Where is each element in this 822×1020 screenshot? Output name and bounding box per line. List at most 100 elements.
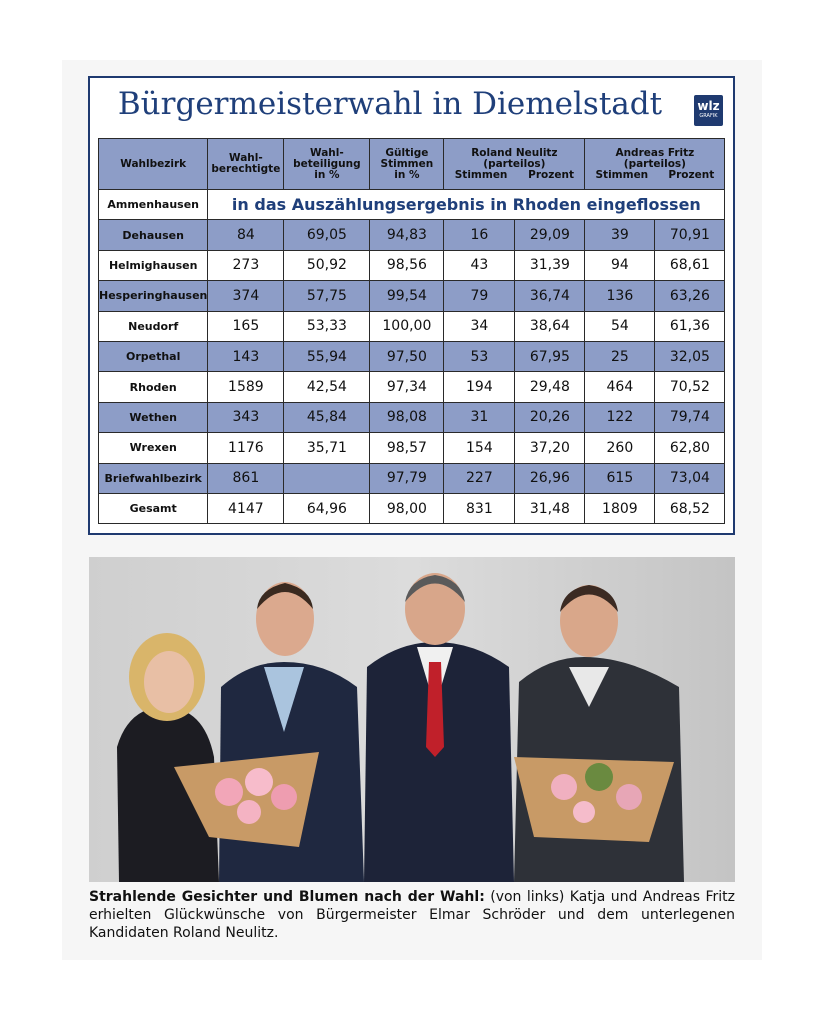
candidate-party: (parteilos) (623, 157, 686, 170)
data-row: Dehausen 84 69,05 94,83 16 29,09 39 70,91 (97, 219, 726, 251)
cell: 70,52 (654, 371, 726, 403)
column-header: Wahl- beteiligung in % (283, 138, 371, 190)
cell: 69,05 (283, 219, 371, 251)
cell: 97,50 (369, 340, 445, 373)
cell: 31,48 (514, 492, 586, 525)
sub-header: Prozent (528, 168, 574, 181)
cell: 79 (443, 280, 516, 312)
district: Hesperinghausen (97, 280, 209, 312)
cell: 227 (443, 462, 516, 494)
data-row: Briefwahlbezirk 861 97,79 227 26,96 615 73,04 (97, 462, 726, 494)
cell: 39 (584, 219, 656, 251)
cell (283, 462, 371, 494)
district: Neudorf (97, 310, 209, 342)
data-row: Rhoden 1589 42,54 97,34 194 29,48 464 70,52 (97, 371, 726, 403)
caption: Strahlende Gesichter und Blumen nach der… (89, 888, 735, 942)
district: Wrexen (97, 432, 209, 464)
column-header: Wahl- berechtigte (207, 138, 285, 190)
district: Orpethal (97, 340, 209, 373)
cell: 194 (443, 371, 516, 403)
cell: 94,83 (369, 219, 445, 251)
district: Dehausen (97, 219, 209, 251)
cell: 464 (584, 371, 656, 403)
cell: 16 (443, 219, 516, 251)
cell: 1809 (584, 492, 656, 525)
cell: 31,39 (514, 249, 586, 282)
cell: 273 (207, 249, 285, 282)
cell: 54 (584, 310, 656, 342)
logo: wlz GRAFIK (694, 95, 723, 126)
cell: 143 (207, 340, 285, 373)
district: Wethen (97, 401, 209, 434)
cell: 861 (207, 462, 285, 494)
graphic-frame: Bürgermeisterwahl in Diemelstadt wlz GRAF… (88, 76, 735, 535)
cell: 98,08 (369, 401, 445, 434)
cell: 70,91 (654, 219, 726, 251)
sub-header: Stimmen (595, 168, 649, 181)
cell: 61,36 (654, 310, 726, 342)
cell: 79,74 (654, 401, 726, 434)
cell: 45,84 (283, 401, 371, 434)
data-row: Gesamt 4147 64,96 98,00 831 31,48 1809 68,52 (97, 492, 726, 525)
cell: 260 (584, 432, 656, 464)
header-row: Wahlbezirk Wahl- berechtigte Wahl- beteili… (97, 138, 726, 190)
cell: 37,20 (514, 432, 586, 464)
note-row: Ammenhausen in das Auszählungsergebnis in… (97, 188, 726, 221)
cell: 42,54 (283, 371, 371, 403)
cell: 57,75 (283, 280, 371, 312)
candidate-header: Andreas Fritz (parteilos) Stimmen Prozent (584, 138, 726, 190)
cell: 615 (584, 462, 656, 494)
cell: 67,95 (514, 340, 586, 373)
data-row: Orpethal 143 55,94 97,50 53 67,95 25 32,05 (97, 340, 726, 373)
results-table: Wahlbezirk Wahl- berechtigte Wahl- beteili… (97, 138, 726, 525)
cell: 1589 (207, 371, 285, 403)
cell: 31 (443, 401, 516, 434)
cell: 25 (584, 340, 656, 373)
district: Ammenhausen (97, 188, 209, 221)
caption-lead: Strahlende Gesichter und Blumen nach der… (89, 889, 485, 905)
candidate-header: Roland Neulitz (parteilos) Stimmen Prozent (443, 138, 586, 190)
cell: 84 (207, 219, 285, 251)
title: Bürgermeisterwahl in Diemelstadt (117, 86, 663, 122)
cell: 63,26 (654, 280, 726, 312)
cell: 73,04 (654, 462, 726, 494)
photo (89, 557, 735, 882)
district: Gesamt (97, 492, 209, 525)
cell: 1176 (207, 432, 285, 464)
cell: 20,26 (514, 401, 586, 434)
cell: 35,71 (283, 432, 371, 464)
candidate-name: Andreas Fritz (615, 146, 695, 159)
district: Briefwahlbezirk (97, 462, 209, 494)
candidate-sub: Stimmen Prozent (444, 168, 584, 181)
caption-text: (von links) Katja und Andreas Fritz erhi… (89, 889, 735, 941)
cell: 68,52 (654, 492, 726, 525)
cell: 154 (443, 432, 516, 464)
candidate-sub: Stimmen Prozent (585, 168, 724, 181)
cell: 94 (584, 249, 656, 282)
cell: 97,79 (369, 462, 445, 494)
cell: 97,34 (369, 371, 445, 403)
sub-header: Stimmen (454, 168, 508, 181)
cell: 32,05 (654, 340, 726, 373)
cell: 53,33 (283, 310, 371, 342)
cell: 165 (207, 310, 285, 342)
candidate-name: Roland Neulitz (471, 146, 558, 159)
data-row: Wrexen 1176 35,71 98,57 154 37,20 260 62,80 (97, 432, 726, 464)
cell: 55,94 (283, 340, 371, 373)
cell: 831 (443, 492, 516, 525)
cell: 50,92 (283, 249, 371, 282)
logo-sub: GRAFIK (699, 113, 718, 119)
data-row: Wethen 343 45,84 98,08 31 20,26 122 79,74 (97, 401, 726, 434)
data-row: Helmighausen 273 50,92 98,56 43 31,39 94 68,61 (97, 249, 726, 282)
cell: 98,56 (369, 249, 445, 282)
cell: 68,61 (654, 249, 726, 282)
cell: 29,48 (514, 371, 586, 403)
candidate-party: (parteilos) (483, 157, 546, 170)
cell: 29,09 (514, 219, 586, 251)
data-row: Neudorf 165 53,33 100,00 34 38,64 54 61,36 (97, 310, 726, 342)
cell: 64,96 (283, 492, 371, 525)
cell: 34 (443, 310, 516, 342)
cell: 99,54 (369, 280, 445, 312)
cell: 374 (207, 280, 285, 312)
